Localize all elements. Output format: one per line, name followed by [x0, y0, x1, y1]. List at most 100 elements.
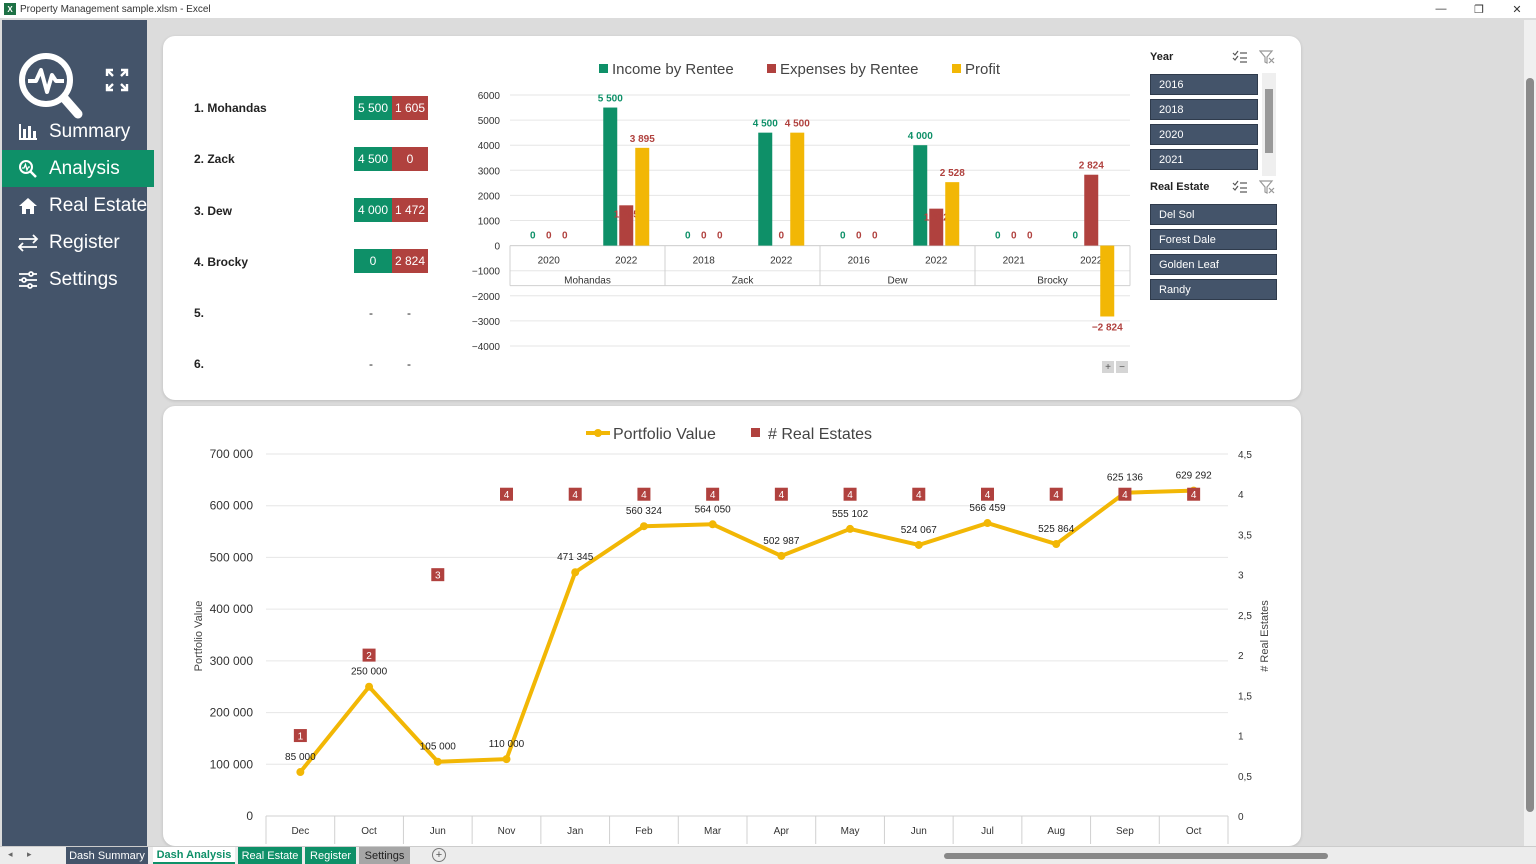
year-slicer-scrollbar[interactable]: [1262, 73, 1276, 176]
clear-filter-icon[interactable]: [1259, 180, 1275, 194]
x-tick-label: Jun: [430, 826, 446, 837]
data-point: [502, 755, 511, 764]
multi-select-icon[interactable]: [1232, 50, 1248, 64]
slicer-item-real-estate[interactable]: Golden Leaf: [1150, 254, 1277, 275]
y2-tick-label: 0: [1238, 812, 1244, 823]
real-estate-marker: [981, 487, 994, 501]
portfolio-line-chart: Portfolio Value # Real Estates 700 000 600 …: [193, 426, 1271, 844]
data-label: 4 500: [785, 119, 810, 130]
real-estate-marker: [912, 487, 926, 501]
tab-real-estate[interactable]: Real Estate: [238, 847, 302, 864]
portfolio-value-line: [298, 488, 1194, 774]
data-label: 0: [530, 231, 536, 242]
group-label: Mohandas: [564, 276, 611, 287]
data-label: 625 136: [1107, 473, 1144, 484]
zoom-out-button[interactable]: −: [1116, 361, 1128, 373]
horizontal-scrollbar[interactable]: [934, 851, 1524, 861]
multi-select-icon[interactable]: [1232, 180, 1248, 194]
sidebar-item-register[interactable]: Register: [2, 224, 154, 261]
tab-dash-summary[interactable]: Dash Summary: [66, 847, 148, 864]
x-tick-label: 2022: [925, 256, 948, 267]
zoom-in-button[interactable]: +: [1102, 361, 1114, 373]
sheet-nav-arrows[interactable]: ◂ ▸: [8, 849, 38, 859]
sidebar-item-summary[interactable]: Summary: [2, 113, 154, 150]
y-tick-label: −4000: [472, 342, 501, 353]
close-button[interactable]: ✕: [1512, 3, 1522, 16]
y-tick-label: 2000: [478, 191, 501, 202]
data-label: 0: [1011, 231, 1017, 242]
real-estate-marker: [1187, 487, 1201, 501]
scrollbar-thumb[interactable]: [1526, 78, 1534, 812]
y-tick-label: 0: [494, 242, 500, 253]
minimize-button[interactable]: —: [1435, 3, 1447, 15]
slicer-item-year[interactable]: 2016: [1150, 74, 1258, 95]
data-point: [365, 682, 374, 691]
data-point: [296, 768, 305, 777]
y2-tick-label: 1,5: [1238, 691, 1252, 702]
x-tick-label: 2016: [848, 256, 871, 267]
window-title: Property Management sample.xlsm - Excel: [20, 3, 211, 15]
y-tick-label: 1000: [478, 217, 501, 228]
y-tick-label: 100 000: [210, 757, 254, 771]
restore-button[interactable]: ❐: [1474, 3, 1484, 16]
slicer-item-year[interactable]: 2018: [1150, 99, 1258, 120]
marker-label: 4: [1122, 490, 1128, 501]
transfer-arrows-icon: [17, 232, 39, 254]
slicer-item-real-estate[interactable]: Forest Dale: [1150, 229, 1277, 250]
marker-label: 1: [298, 732, 304, 743]
bar-chart-icon: [17, 121, 39, 143]
analytics-logo-icon: [19, 53, 83, 119]
real-estate-marker: [568, 487, 582, 501]
marker-label: 4: [710, 490, 716, 501]
y-tick-label: 300 000: [210, 654, 254, 668]
sidebar-item-real-estate[interactable]: Real Estate: [2, 187, 154, 224]
scrollbar-thumb[interactable]: [944, 853, 1328, 859]
x-tick-label: Apr: [774, 826, 790, 837]
rentee-name: 3. Dew: [194, 204, 233, 218]
x-tick-label: Feb: [635, 826, 653, 837]
vertical-scrollbar[interactable]: [1524, 20, 1536, 846]
legend-marker: [594, 429, 602, 437]
add-sheet-button[interactable]: +: [432, 848, 446, 862]
marker-label: 2: [366, 651, 372, 662]
x-tick-label: 2022: [770, 256, 793, 267]
y2-tick-label: 4,5: [1238, 450, 1252, 461]
data-label: 0: [1027, 231, 1033, 242]
real-estate-marker: [431, 568, 445, 582]
expand-icon[interactable]: [105, 68, 129, 92]
tab-register[interactable]: Register: [305, 847, 356, 864]
sidebar-item-settings[interactable]: Settings: [2, 261, 154, 298]
slicer-item-real-estate[interactable]: Del Sol: [1150, 204, 1277, 225]
data-label: 105 000: [420, 742, 457, 753]
sidebar-item-analysis[interactable]: Analysis: [2, 150, 154, 187]
x-tick-label: Dec: [291, 826, 309, 837]
title-bar: X Property Management sample.xlsm - Exce…: [0, 0, 1536, 18]
scrollbar-thumb[interactable]: [1265, 89, 1273, 153]
y-tick-label: −2000: [472, 292, 501, 303]
slicer-item-year[interactable]: 2020: [1150, 124, 1258, 145]
bar: [758, 132, 773, 246]
slicer-item-real-estate[interactable]: Randy: [1150, 279, 1277, 300]
bar: [635, 147, 650, 246]
data-label: 0: [562, 231, 568, 242]
rentee-name: 4. Brocky: [194, 255, 249, 269]
data-point: [1052, 540, 1061, 549]
marker-label: 4: [916, 490, 922, 501]
legend-label: Portfolio Value: [613, 426, 716, 443]
tab-dash-analysis[interactable]: Dash Analysis: [153, 847, 235, 864]
home-icon: [17, 195, 39, 217]
rentee-income-badge: 0: [354, 249, 392, 273]
bar: [1100, 245, 1115, 317]
slicer-item-year[interactable]: 2021: [1150, 149, 1258, 170]
data-label: 0: [1072, 231, 1078, 242]
rentee-name: 6.: [194, 357, 205, 371]
tab-settings[interactable]: Settings: [359, 847, 410, 864]
bar: [929, 208, 944, 246]
data-label: 1 605: [614, 209, 639, 220]
data-label: 2 824: [1079, 161, 1104, 172]
marker-label: 4: [572, 490, 578, 501]
legend-swatch: [751, 428, 760, 437]
sidebar: Summary Analysis Real Estate Register Se…: [2, 20, 154, 846]
x-tick-label: 2022: [1080, 256, 1103, 267]
clear-filter-icon[interactable]: [1259, 50, 1275, 64]
